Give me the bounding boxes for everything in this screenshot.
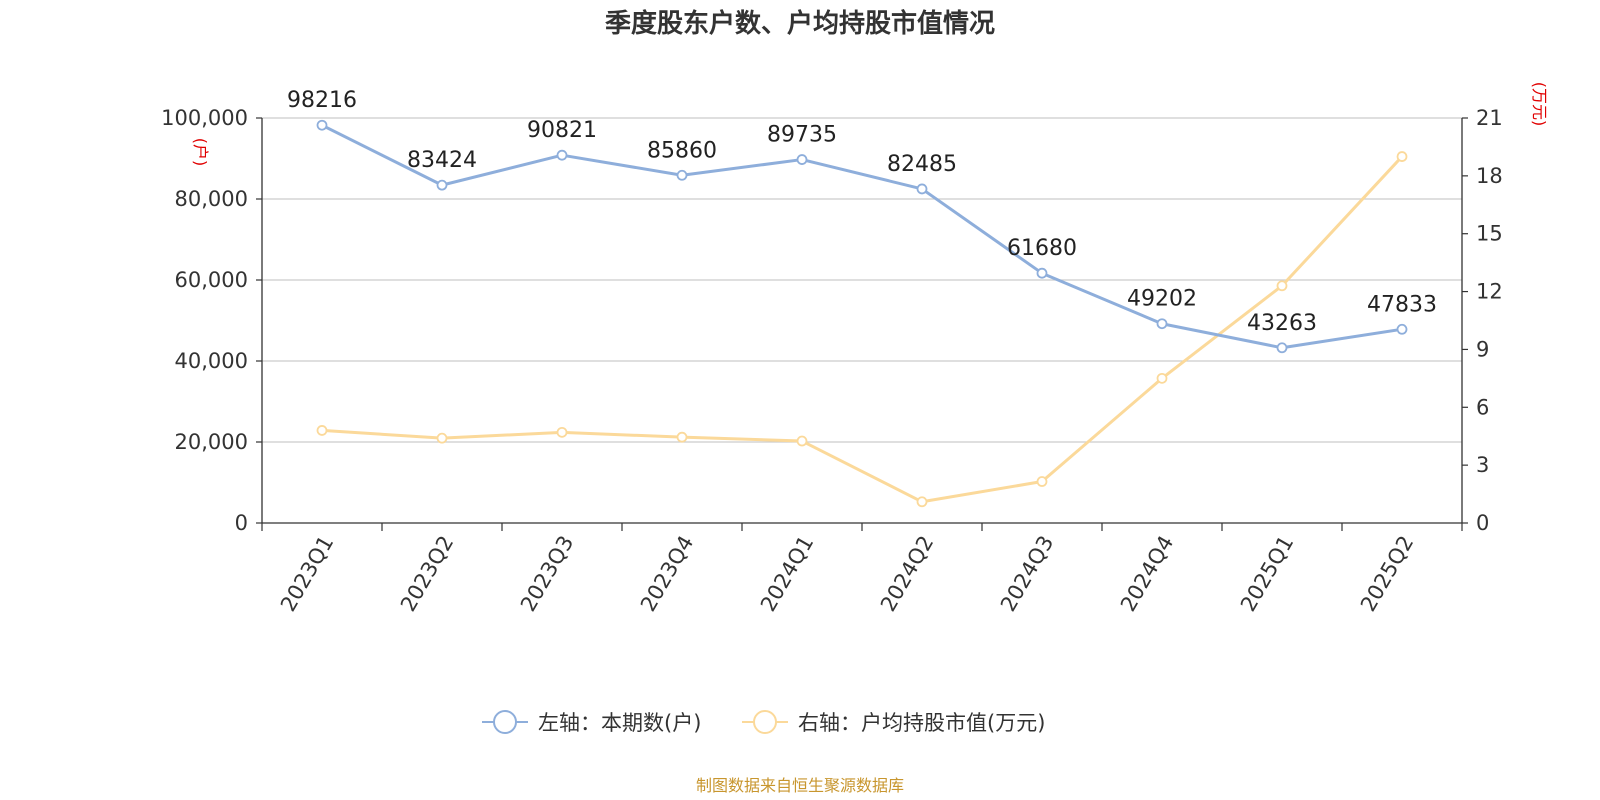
data-label: 61680 (1007, 236, 1077, 261)
data-point[interactable] (676, 431, 688, 443)
x-axis-tick-label: 2023Q1 (276, 532, 338, 616)
legend-label: 右轴：户均持股市值(万元) (798, 711, 1045, 735)
x-axis-tick-label: 2024Q4 (1116, 532, 1178, 616)
series-line (321, 155, 1404, 504)
right-axis-tick-label: 6 (1476, 395, 1489, 419)
left-axis-tick-label: 100,000 (161, 106, 248, 130)
right-axis-tick-label: 12 (1476, 280, 1503, 304)
x-axis-tick-label: 2024Q2 (876, 532, 938, 616)
data-label: 49202 (1127, 287, 1197, 312)
x-axis-tick-label: 2024Q1 (756, 532, 818, 616)
grid-lines (262, 117, 1462, 443)
legend-item-left-axis[interactable]: 左轴：本期数(户) (482, 710, 701, 735)
legend-label: 左轴：本期数(户) (538, 711, 701, 735)
data-point[interactable] (916, 183, 928, 195)
series-layer: 98216 83424 90821 85860 89735 82485 61680 49202… (287, 88, 1437, 508)
right-axis-tick-label: 18 (1476, 164, 1503, 188)
data-point[interactable] (316, 425, 328, 436)
x-axis-tick-label: 2023Q4 (636, 532, 698, 616)
x-axis-tick-label: 2024Q3 (996, 532, 1058, 616)
chart-title: 季度股东户数、户均持股市值情况 (605, 8, 995, 39)
data-point[interactable] (1396, 323, 1408, 335)
data-point[interactable] (1156, 372, 1168, 384)
data-point[interactable] (1156, 318, 1168, 330)
right-axis-tick-label: 3 (1476, 453, 1489, 477)
data-point[interactable] (676, 169, 688, 181)
left-axis-tick-label: 80,000 (175, 187, 248, 211)
data-label: 83424 (407, 148, 477, 173)
data-point[interactable] (436, 432, 448, 444)
series-left: 98216 83424 90821 85860 89735 82485 61680 49202… (287, 88, 1437, 354)
data-label: 90821 (527, 118, 597, 143)
legend[interactable]: 左轴：本期数(户) 右轴：户均持股市值(万元) (482, 710, 1045, 735)
data-label: 89735 (767, 123, 837, 148)
data-label: 98216 (287, 88, 357, 113)
x-axis-tick-label: 2023Q3 (516, 532, 578, 616)
data-point[interactable] (556, 426, 568, 438)
series-right (316, 151, 1408, 508)
data-point[interactable] (1036, 267, 1048, 279)
legend-item-right-axis[interactable]: 右轴：户均持股市值(万元) (742, 710, 1045, 735)
data-point[interactable] (1276, 342, 1288, 354)
data-point[interactable] (436, 179, 448, 191)
data-label: 85860 (647, 138, 717, 163)
left-axis-tick-label: 20,000 (175, 430, 248, 454)
x-axis-tick-label: 2023Q2 (396, 532, 458, 616)
left-axis-tick-label: 0 (235, 511, 248, 535)
left-axis-unit: (户) (191, 138, 210, 167)
data-point[interactable] (916, 496, 928, 508)
data-point[interactable] (796, 154, 808, 165)
x-axis-tick-label: 2025Q1 (1236, 532, 1298, 616)
right-axis-unit: (万元) (1530, 82, 1549, 127)
data-point[interactable] (556, 149, 568, 161)
legend-marker (493, 710, 517, 734)
right-axis-tick-label: 15 (1476, 222, 1503, 246)
data-label: 82485 (887, 152, 957, 177)
right-axis-tick-label: 9 (1476, 337, 1489, 361)
x-axis-tick-label: 2025Q2 (1356, 532, 1418, 616)
data-label: 47833 (1367, 292, 1437, 317)
data-point[interactable] (1396, 151, 1408, 162)
data-point[interactable] (796, 435, 808, 447)
data-point[interactable] (316, 119, 328, 131)
left-axis-tick-label: 40,000 (175, 349, 248, 373)
data-point[interactable] (1276, 280, 1288, 292)
right-axis-tick-label: 0 (1476, 511, 1489, 535)
series-line (321, 123, 1403, 350)
legend-marker (753, 710, 777, 734)
left-axis-tick-label: 60,000 (175, 268, 248, 292)
source-note: 制图数据来自恒生聚源数据库 (696, 776, 904, 795)
data-label: 43263 (1247, 311, 1317, 336)
right-axis-tick-label: 21 (1476, 106, 1503, 130)
data-point[interactable] (1036, 476, 1048, 487)
